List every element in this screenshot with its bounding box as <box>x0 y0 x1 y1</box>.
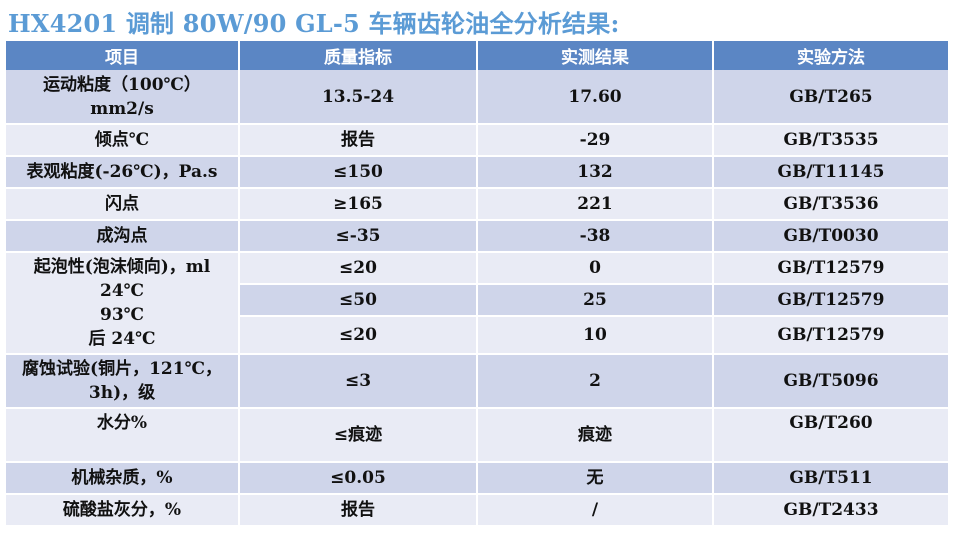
table-row: 倾点℃ 报告 -29 GB/T3535 <box>6 124 950 157</box>
result-cell: 25 <box>477 284 714 317</box>
method-cell: GB/T12579 <box>713 316 950 355</box>
page-title: HX4201 调制 80W/90 GL-5 车辆齿轮油全分析结果: <box>8 9 620 38</box>
item-cell: 腐蚀试验(铜片，121℃， 3h)，级 <box>6 354 240 409</box>
method-cell: GB/T265 <box>713 70 950 125</box>
result-cell: 17.60 <box>477 70 714 125</box>
item-cell: 起泡性(泡沫倾向)，ml 24℃ 93℃ 后 24℃ <box>6 252 240 355</box>
table-row: 闪点 ≥165 221 GB/T3536 <box>6 188 950 221</box>
spec-cell: ≤-35 <box>239 220 478 253</box>
result-cell: 132 <box>477 156 714 189</box>
table-row: ≤20 10 GB/T12579 <box>6 316 950 355</box>
result-cell: 无 <box>477 462 714 495</box>
table-row: ≤50 25 GB/T12579 <box>6 284 950 317</box>
method-cell: GB/T511 <box>713 462 950 495</box>
spec-cell: 13.5-24 <box>239 70 478 125</box>
item-label: 腐蚀试验(铜片，121℃， <box>22 359 222 379</box>
result-cell: 221 <box>477 188 714 221</box>
method-cell: GB/T12579 <box>713 284 950 317</box>
item-label: 3h)，级 <box>88 383 156 403</box>
item-cell: 倾点℃ <box>6 124 240 157</box>
spec-cell: ≤3 <box>239 354 478 409</box>
item-cell: 成沟点 <box>6 220 240 253</box>
item-cell: 水分% <box>6 408 240 463</box>
method-cell: GB/T12579 <box>713 252 950 285</box>
table-row: 机械杂质，% ≤0.05 无 GB/T511 <box>6 462 950 495</box>
method-cell: GB/T2433 <box>713 494 950 527</box>
table-row: 水分% ≤痕迹 痕迹 GB/T260 <box>6 408 950 463</box>
item-label: 运动粘度（100℃） <box>43 74 201 95</box>
result-cell: -38 <box>477 220 714 253</box>
table-row: 成沟点 ≤-35 -38 GB/T0030 <box>6 220 950 253</box>
table-row: 运动粘度（100℃） mm2/s 13.5-24 17.60 GB/T265 <box>6 70 950 125</box>
header-item: 项目 <box>6 41 240 70</box>
result-cell: 0 <box>477 252 714 285</box>
item-cell: 机械杂质，% <box>6 462 240 495</box>
spec-cell: ≤20 <box>239 316 478 355</box>
item-label: mm2/s <box>90 98 154 119</box>
item-cell: 表观粘度(-26℃)，Pa.s <box>6 156 240 189</box>
spec-cell: ≤0.05 <box>239 462 478 495</box>
item-cell: 运动粘度（100℃） mm2/s <box>6 70 240 125</box>
spec-cell: ≤20 <box>239 252 478 285</box>
result-cell: 2 <box>477 354 714 409</box>
item-label: 后 24℃ <box>88 329 156 349</box>
result-cell: / <box>477 494 714 527</box>
item-cell: 硫酸盐灰分，% <box>6 494 240 527</box>
item-label: 93℃ <box>99 305 145 325</box>
header-method: 实验方法 <box>713 41 950 70</box>
analysis-table: 项目 质量指标 实测结果 实验方法 运动粘度（100℃） mm2/s 13.5-… <box>6 41 950 527</box>
item-label: 起泡性(泡沫倾向)，ml <box>33 257 211 277</box>
method-cell: GB/T260 <box>713 408 950 463</box>
method-cell: GB/T3536 <box>713 188 950 221</box>
spec-cell: ≤150 <box>239 156 478 189</box>
table-row: 腐蚀试验(铜片，121℃， 3h)，级 ≤3 2 GB/T5096 <box>6 354 950 409</box>
table-row: 硫酸盐灰分，% 报告 / GB/T2433 <box>6 494 950 527</box>
method-cell: GB/T0030 <box>713 220 950 253</box>
result-cell: 痕迹 <box>477 408 714 463</box>
item-label: 24℃ <box>99 281 145 301</box>
result-cell: -29 <box>477 124 714 157</box>
header-result: 实测结果 <box>477 41 714 70</box>
method-cell: GB/T5096 <box>713 354 950 409</box>
spec-cell: ≥165 <box>239 188 478 221</box>
table-row: 表观粘度(-26℃)，Pa.s ≤150 132 GB/T11145 <box>6 156 950 189</box>
table-header-row: 项目 质量指标 实测结果 实验方法 <box>6 41 950 70</box>
table-row: 起泡性(泡沫倾向)，ml 24℃ 93℃ 后 24℃ ≤20 0 GB/T125… <box>6 252 950 355</box>
item-cell: 闪点 <box>6 188 240 221</box>
spec-cell: 报告 <box>239 124 478 157</box>
spec-cell: ≤痕迹 <box>239 408 478 463</box>
header-spec: 质量指标 <box>239 41 478 70</box>
method-cell: GB/T3535 <box>713 124 950 157</box>
result-cell: 10 <box>477 316 714 355</box>
spec-cell: 报告 <box>239 494 478 527</box>
method-cell: GB/T11145 <box>713 156 950 189</box>
spec-cell: ≤50 <box>239 284 478 317</box>
